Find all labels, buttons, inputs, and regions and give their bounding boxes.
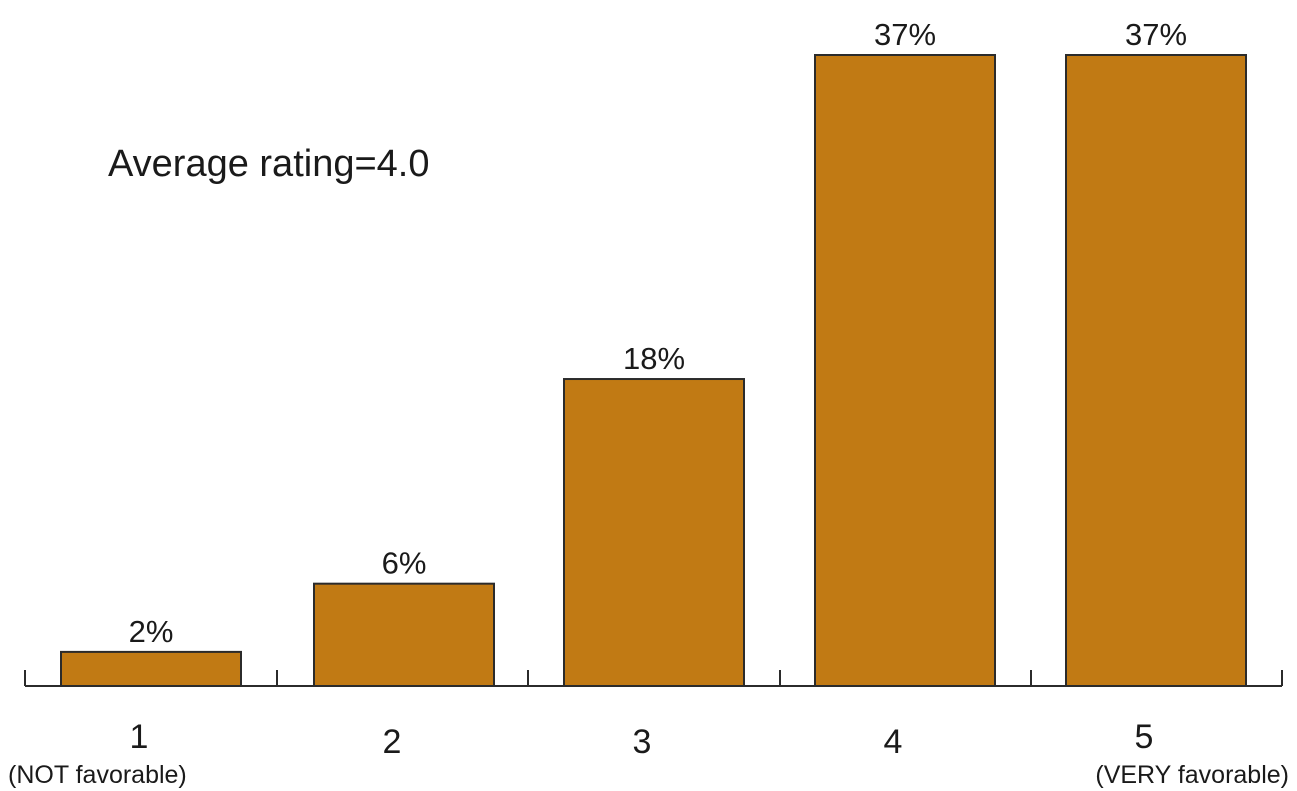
bar-rating-1 xyxy=(60,650,242,688)
category-sublabel-5: (VERY favorable) xyxy=(1095,761,1289,789)
value-label-rating-4: 37% xyxy=(874,17,936,52)
bars-layer xyxy=(60,54,1247,688)
value-labels-layer: 2% 6% 18% 37% 37% xyxy=(129,17,1187,649)
category-labels-layer: 1 (NOT favorable) 2 3 4 5 (VERY favorable) xyxy=(8,718,1289,789)
bar-rating-5 xyxy=(1065,54,1247,687)
average-rating-annotation: Average rating=4.0 xyxy=(108,143,429,185)
value-label-rating-3: 18% xyxy=(623,341,685,376)
category-label-2: 2 xyxy=(383,723,402,761)
category-label-3: 3 xyxy=(633,723,652,761)
value-label-rating-1: 2% xyxy=(129,614,174,649)
value-label-rating-2: 6% xyxy=(382,546,427,581)
x-axis xyxy=(24,670,1283,687)
category-label-1: 1 xyxy=(130,718,149,756)
bar-rating-2 xyxy=(313,582,495,687)
bar-rating-4 xyxy=(814,54,996,687)
category-label-5: 5 xyxy=(1135,718,1154,756)
category-label-4: 4 xyxy=(884,723,903,761)
category-sublabel-1: (NOT favorable) xyxy=(8,761,187,789)
bar-rating-3 xyxy=(563,378,745,687)
value-label-rating-5: 37% xyxy=(1125,17,1187,52)
